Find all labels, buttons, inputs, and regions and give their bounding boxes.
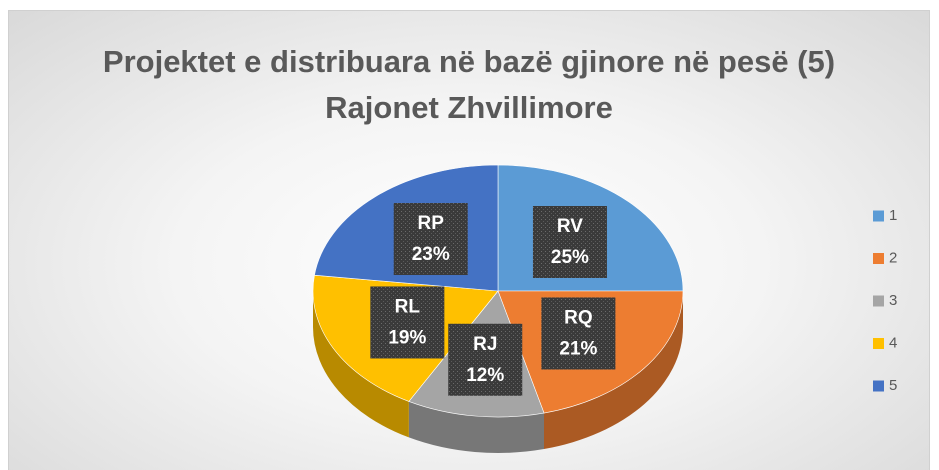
data-label-box xyxy=(370,286,445,359)
data-label-box xyxy=(532,205,607,278)
legend-label: 2 xyxy=(889,249,897,266)
slice-side xyxy=(408,401,545,454)
legend-swatch xyxy=(873,295,884,307)
data-label: 21% xyxy=(559,338,597,359)
data-label-box xyxy=(448,323,523,396)
data-label: RJ xyxy=(473,334,497,355)
legend-label: 3 xyxy=(889,292,897,309)
data-label: RQ xyxy=(564,307,593,328)
data-label: RP xyxy=(418,213,445,234)
data-label: 12% xyxy=(466,365,504,386)
chart-title: Projektet e distribuara në bazë gjinore … xyxy=(102,44,836,125)
legend-label: 4 xyxy=(889,334,897,351)
slice-side xyxy=(544,291,683,450)
data-label-box xyxy=(393,203,468,276)
data-label: 23% xyxy=(412,244,450,265)
data-label: 19% xyxy=(388,327,426,348)
legend-swatch xyxy=(873,338,884,349)
slice-side xyxy=(313,291,409,438)
chart-area: Projektet e distribuara në bazë gjinore … xyxy=(8,10,930,470)
data-label: 25% xyxy=(551,247,589,268)
legend-swatch xyxy=(873,253,884,264)
legend-label: 5 xyxy=(889,377,897,394)
chart: RV 25% RQ 21% RJ 12% RL 19% RP 23% 1 2 3 4 5 xyxy=(312,164,897,454)
legend-swatch xyxy=(873,380,884,392)
legend-swatch xyxy=(873,210,884,222)
data-label: RV xyxy=(557,216,583,237)
data-label-box xyxy=(541,297,616,370)
legend-label: 1 xyxy=(889,207,897,224)
data-label: RL xyxy=(395,296,421,317)
